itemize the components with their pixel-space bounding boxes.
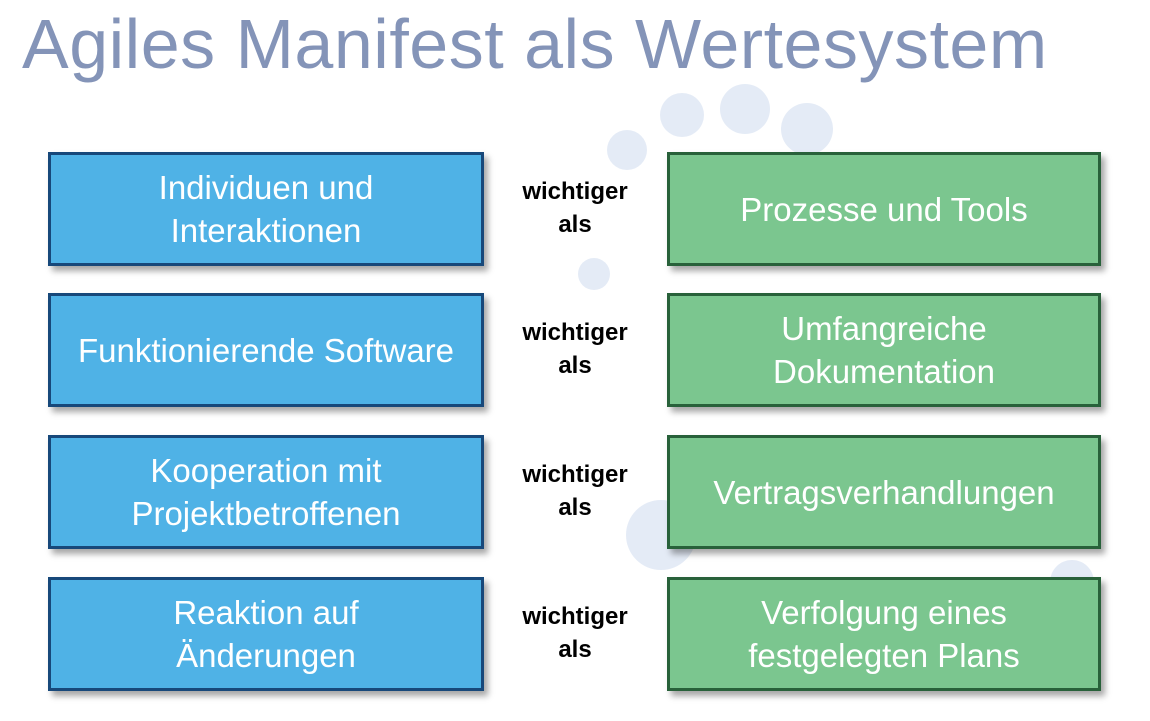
background-bubble bbox=[607, 130, 647, 170]
comparison-label: wichtiger als bbox=[495, 458, 655, 524]
comparison-label: wichtiger als bbox=[495, 175, 655, 241]
value-box-left: Individuen und Interaktionen bbox=[48, 152, 484, 266]
page-title: Agiles Manifest als Wertesystem bbox=[22, 5, 1048, 83]
comparison-label: wichtiger als bbox=[495, 316, 655, 382]
comparison-word: wichtiger bbox=[522, 461, 628, 488]
value-box-right: Umfangreiche Dokumentation bbox=[667, 293, 1101, 407]
value-box-right: Verfolgung eines festgelegten Plans bbox=[667, 577, 1101, 691]
value-box-right: Prozesse und Tools bbox=[667, 152, 1101, 266]
background-bubble bbox=[578, 258, 610, 290]
comparison-word: wichtiger bbox=[522, 178, 628, 205]
value-box-left: Reaktion auf Änderungen bbox=[48, 577, 484, 691]
value-box-left: Kooperation mit Projektbetroffenen bbox=[48, 435, 484, 549]
value-box-right: Vertragsverhandlungen bbox=[667, 435, 1101, 549]
comparison-word: als bbox=[558, 211, 592, 238]
background-bubble bbox=[720, 84, 770, 134]
comparison-word: wichtiger bbox=[522, 603, 628, 630]
comparison-word: wichtiger bbox=[522, 319, 628, 346]
comparison-word: als bbox=[558, 636, 592, 663]
background-bubble bbox=[781, 103, 833, 155]
comparison-word: als bbox=[558, 494, 592, 521]
comparison-word: als bbox=[558, 352, 592, 379]
comparison-label: wichtiger als bbox=[495, 600, 655, 666]
background-bubble bbox=[660, 93, 704, 137]
value-box-left: Funktionierende Software bbox=[48, 293, 484, 407]
